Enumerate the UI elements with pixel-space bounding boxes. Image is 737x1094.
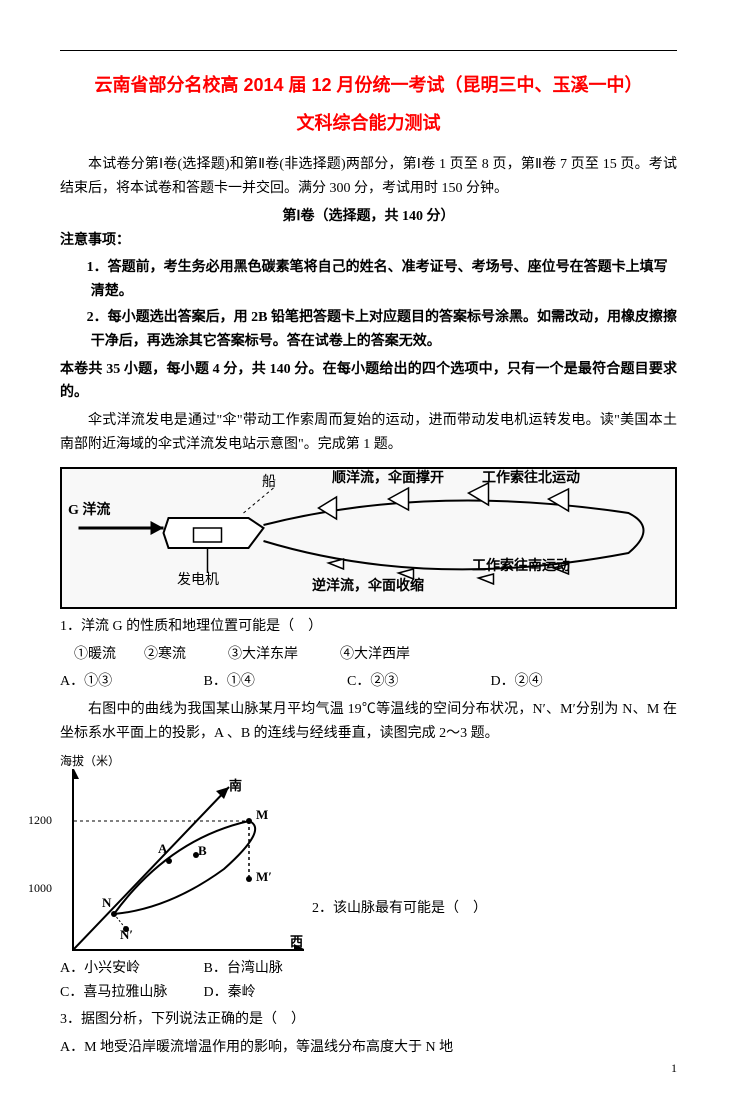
title-main: 云南省部分名校高 2014 届 12 月份统一考试（昆明三中、玉溪一中） <box>60 71 677 97</box>
title-sub: 文科综合能力测试 <box>60 109 677 135</box>
chart-row: 海拔（米） <box>60 752 677 951</box>
chart-label-Mp: M′ <box>256 869 272 885</box>
q1-stem: 1．洋流 G 的性质和地理位置可能是（ ） <box>60 615 677 639</box>
fig1-generator-label: 发电机 <box>177 569 219 589</box>
notice-item-2: 2．每小题选出答案后，用 2B 铅笔把答题卡上对应题目的答案标号涂黑。如需改动，… <box>91 306 677 354</box>
section1-heading: 第Ⅰ卷（选择题，共 140 分） <box>60 205 677 225</box>
q2-options-line1: A．小兴安岭 B．台湾山脉 <box>60 957 677 981</box>
chart-south: 南 <box>229 775 242 794</box>
q2-opt-a: A．小兴安岭 <box>60 957 200 981</box>
chart-y-1200: 1200 <box>28 813 52 828</box>
q2-opt-d: D．秦岭 <box>204 981 344 1005</box>
q2-opt-b: B．台湾山脉 <box>204 957 344 981</box>
chart-box: 1200 1000 南 西 M M′ N N′ A B <box>72 769 304 951</box>
chart-label-A: A <box>158 841 167 857</box>
chart-label-Np: N′ <box>120 927 133 943</box>
fig1-text-4: 工作索往南运动 <box>472 555 570 575</box>
chart-label-B: B <box>198 843 207 859</box>
fig1-g-label: G 洋流 <box>68 499 110 519</box>
fig1-boat-label: 船 <box>262 471 276 491</box>
q1-opt-c: C．②③ <box>347 670 487 694</box>
chart-y-1000: 1000 <box>28 881 52 896</box>
figure-1: G 洋流 船 发电机 顺洋流，伞面撑开 工作索往北运动 逆洋流，伞面收缩 工作索… <box>60 467 677 609</box>
notice-heading: 注意事项： <box>60 229 677 253</box>
fig1-text-2: 工作索往北运动 <box>482 467 580 487</box>
q1-opt-a: A．①③ <box>60 670 200 694</box>
q1-choices-line: ①暖流 ②寒流 ③大洋东岸 ④大洋西岸 <box>60 643 677 667</box>
document-page: 云南省部分名校高 2014 届 12 月份统一考试（昆明三中、玉溪一中） 文科综… <box>0 0 737 1094</box>
fig1-text-1: 顺洋流，伞面撑开 <box>332 467 444 487</box>
chart-west: 西 <box>290 931 303 950</box>
q3-stem: 3．据图分析，下列说法正确的是（ ） <box>60 1008 677 1032</box>
page-number: 1 <box>671 1061 677 1076</box>
q1-options: A．①③ B．①④ C．②③ D．②④ <box>60 670 677 694</box>
roll-description: 本卷共 35 小题，每小题 4 分，共 140 分。在每小题给出的四个选项中，只… <box>60 358 677 406</box>
q2-stem: 2．该山脉最有可能是（ ） <box>312 897 487 951</box>
q2-options-line2: C．喜马拉雅山脉 D．秦岭 <box>60 981 677 1005</box>
chart-label-M: M <box>256 807 268 823</box>
q3-opt-a: A．M 地受沿岸暖流增温作用的影响，等温线分布高度大于 N 地 <box>60 1036 677 1060</box>
q1-intro: 伞式洋流发电是通过"伞"带动工作索周而复始的运动，进而带动发电机运转发电。读"美… <box>60 409 677 457</box>
q2-opt-c: C．喜马拉雅山脉 <box>60 981 200 1005</box>
intro-paragraph: 本试卷分第Ⅰ卷(选择题)和第Ⅱ卷(非选择题)两部分，第Ⅰ卷 1 页至 8 页，第… <box>60 153 677 201</box>
notice-item-1: 1．答题前，考生务必用黑色碳素笔将自己的姓名、准考证号、考场号、座位号在答题卡上… <box>91 256 677 304</box>
chart-svg <box>74 769 304 949</box>
fig1-text-3: 逆洋流，伞面收缩 <box>312 575 424 595</box>
chart-label-N: N <box>102 895 111 911</box>
q1-opt-d: D．②④ <box>491 670 631 694</box>
chart-y-unit: 海拔（米） <box>60 752 304 769</box>
q1-opt-b: B．①④ <box>204 670 344 694</box>
top-rule <box>60 50 677 51</box>
q2-intro: 右图中的曲线为我国某山脉某月平均气温 19℃等温线的空间分布状况，N′、M′分别… <box>60 698 677 746</box>
